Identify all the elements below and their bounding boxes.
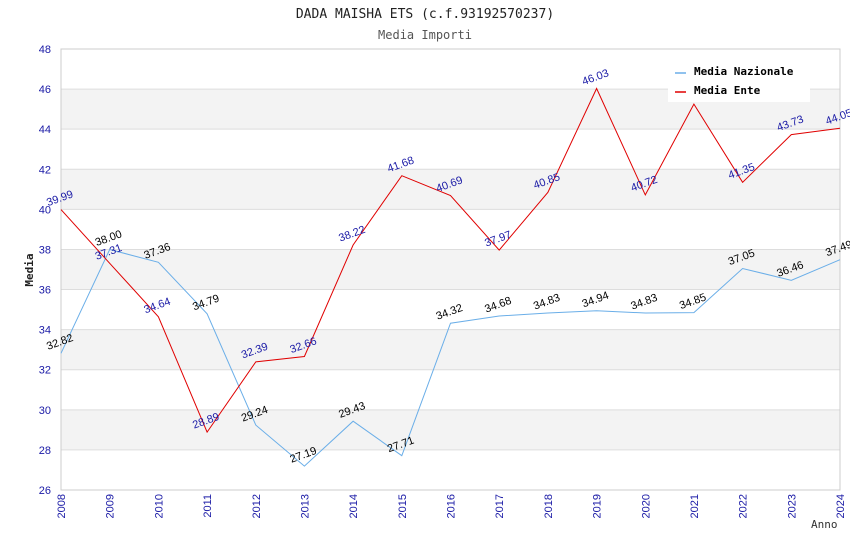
y-tick-label: 28 [39, 445, 51, 457]
x-tick-label: 2011 [202, 494, 214, 518]
y-tick-label: 44 [39, 124, 51, 136]
x-tick-label: 2016 [446, 494, 458, 518]
x-tick-label: 2017 [494, 494, 506, 518]
x-tick-label: 2022 [738, 494, 750, 518]
chart-subtitle: Media Importi [378, 28, 472, 42]
legend-box [668, 60, 810, 102]
x-tick-label: 2014 [348, 494, 360, 518]
y-axis-label: Media [23, 253, 36, 286]
y-tick-label: 46 [39, 84, 51, 96]
x-tick-label: 2008 [56, 494, 68, 518]
y-tick-label: 38 [39, 244, 51, 256]
legend-label-media-nazionale: Media Nazionale [694, 65, 794, 78]
grid-band [61, 369, 840, 410]
y-tick-label: 26 [39, 485, 51, 497]
x-tick-label: 2015 [397, 494, 409, 518]
grid-band [61, 449, 840, 490]
x-tick-label: 2024 [835, 494, 847, 518]
grid-bands [61, 49, 840, 490]
x-tick-label: 2018 [543, 494, 555, 518]
x-axis-label: Anno [811, 518, 838, 531]
plot-area [60, 48, 841, 491]
grid-band [61, 169, 840, 210]
x-tick-label: 2023 [786, 494, 798, 518]
x-tick-label: 2021 [689, 494, 701, 518]
legend: Media Nazionale Media Ente [668, 60, 810, 102]
grid-band [61, 129, 840, 170]
y-tick-label: 32 [39, 365, 51, 377]
y-tick-label: 48 [39, 44, 51, 56]
y-tick-label: 42 [39, 164, 51, 176]
x-tick-label: 2012 [251, 494, 263, 518]
grid-band [61, 329, 840, 370]
grid-band [61, 209, 840, 250]
x-tick-label: 2009 [105, 494, 117, 518]
grid-band [61, 249, 840, 290]
legend-label-media-ente: Media Ente [694, 84, 761, 97]
series-line-media-ente [60, 87, 841, 434]
y-tick-label: 34 [39, 325, 51, 337]
x-tick-label: 2020 [640, 494, 652, 518]
y-axis-ticks: 26 28 30 32 34 36 38 40 42 44 46 48 [39, 44, 51, 497]
x-tick-label: 2019 [592, 494, 604, 518]
y-tick-label: 40 [39, 204, 51, 216]
chart-title: DADA MAISHA ETS (c.f.93192570237) [296, 7, 554, 22]
grid-band [61, 409, 840, 450]
y-tick-label: 36 [39, 285, 51, 297]
series-line-media-nazionale [60, 248, 841, 467]
x-axis-ticks: 2008 2009 2010 2011 2012 2013 2014 2015 2016 2017… [56, 494, 847, 518]
x-tick-label: 2010 [153, 494, 165, 518]
y-tick-label: 30 [39, 405, 51, 417]
x-tick-label: 2013 [299, 494, 311, 518]
series-lines [60, 87, 841, 467]
